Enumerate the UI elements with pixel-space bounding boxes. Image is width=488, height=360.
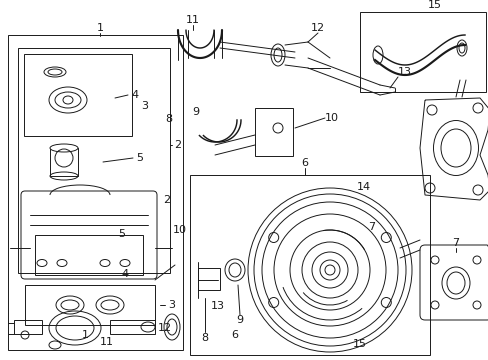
Bar: [18, 48, 170, 273]
Text: 8: 8: [165, 114, 172, 124]
Text: 6: 6: [231, 330, 238, 340]
Text: 14: 14: [357, 182, 370, 192]
Text: 4: 4: [121, 269, 128, 279]
Bar: [254, 108, 292, 156]
Text: 4: 4: [131, 90, 138, 100]
Text: 2: 2: [163, 195, 169, 205]
Bar: [25, 285, 155, 325]
Text: 1: 1: [96, 23, 103, 33]
Text: 15: 15: [427, 0, 441, 10]
Text: 6: 6: [301, 158, 308, 168]
Text: 7: 7: [451, 238, 459, 248]
Bar: [359, 12, 485, 92]
Circle shape: [325, 265, 334, 275]
Text: 11: 11: [185, 15, 200, 25]
Text: 11: 11: [100, 337, 113, 347]
Text: 13: 13: [210, 301, 224, 311]
Ellipse shape: [50, 144, 78, 152]
Text: 8: 8: [201, 333, 208, 343]
Text: 10: 10: [325, 113, 338, 123]
Text: 12: 12: [158, 323, 172, 333]
Bar: [8, 35, 183, 350]
Text: 10: 10: [173, 225, 186, 235]
Text: 5: 5: [136, 153, 143, 163]
Text: 3: 3: [141, 101, 147, 111]
Text: 1: 1: [82, 330, 89, 340]
Bar: [190, 175, 429, 355]
Text: 12: 12: [310, 23, 325, 33]
Bar: [14, 320, 42, 334]
Bar: [35, 235, 142, 275]
Text: 9: 9: [236, 315, 243, 325]
Text: 15: 15: [352, 339, 366, 349]
Text: 7: 7: [367, 222, 374, 232]
Text: 5: 5: [118, 229, 124, 239]
Bar: [50, 148, 78, 176]
Text: 2: 2: [174, 140, 181, 150]
Text: 9: 9: [192, 107, 199, 117]
Text: 3: 3: [168, 300, 175, 310]
Bar: [198, 268, 220, 290]
Bar: [110, 320, 155, 334]
Text: 13: 13: [397, 67, 411, 77]
Bar: [24, 54, 132, 136]
